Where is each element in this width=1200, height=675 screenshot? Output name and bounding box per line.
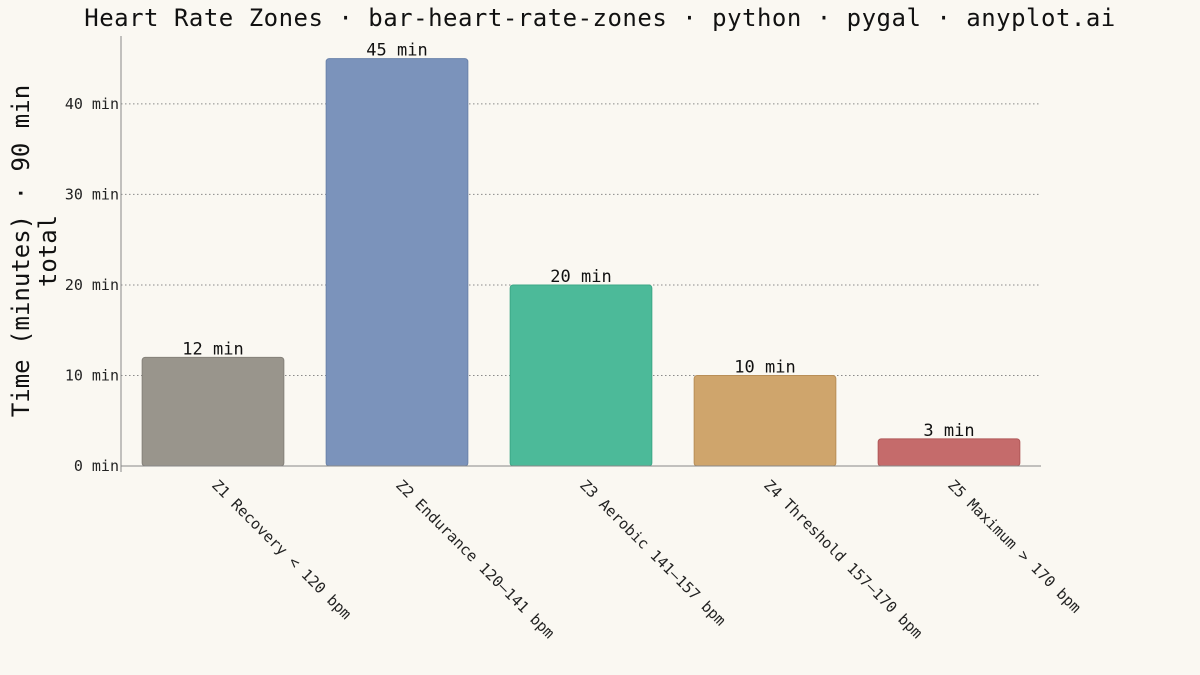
x-category-label: Z3 Aerobic 141–157 bpm [576,476,729,629]
y-tick-label: 30 min [65,185,119,203]
bar-layer [141,58,1021,467]
bar-value-label: 12 min [182,339,243,359]
x-category-label: Z5 Maximum > 170 bpm [944,476,1084,616]
bar[interactable] [509,284,653,467]
bar[interactable] [325,58,469,467]
x-category-label: Z1 Recovery < 120 bpm [208,476,355,623]
bar-value-label: 10 min [734,357,795,377]
bar-value-label: 3 min [923,421,974,441]
y-axis-title: total [34,215,62,287]
bar-value-label: 20 min [550,267,611,287]
y-tick-label: 10 min [65,366,119,384]
bar[interactable] [693,374,837,467]
y-axis-title: Time (minutes) · 90 min [7,85,35,417]
chart-title: Heart Rate Zones · bar-heart-rate-zones … [84,4,1116,32]
y-tick-label: 40 min [65,95,119,113]
axis-layer [120,36,1041,472]
y-tick-label: 20 min [65,276,119,294]
x-category-label: Z2 Endurance 120–141 bpm [392,476,558,642]
bar[interactable] [877,438,1021,467]
y-tick-label: 0 min [74,457,119,475]
x-category-label: Z4 Threshold 157–170 bpm [760,476,926,642]
bar-value-label: 45 min [366,41,427,61]
bar[interactable] [141,356,285,467]
